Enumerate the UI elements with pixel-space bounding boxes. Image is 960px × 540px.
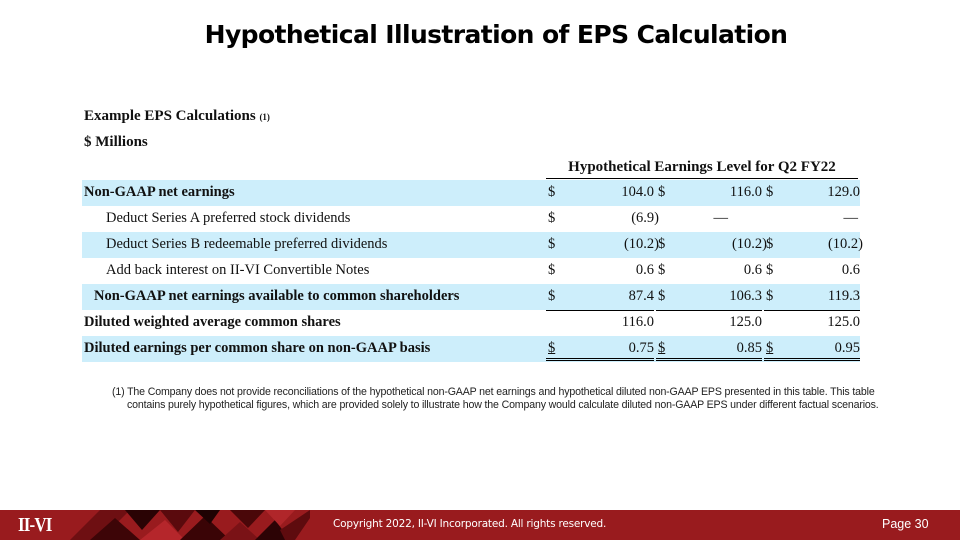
table-cell: $ (10.2): [656, 232, 767, 258]
dollar-sign: $: [548, 340, 556, 356]
table-row: Diluted weighted average common shares 1…: [82, 310, 860, 336]
footnote-ref: (1): [259, 112, 270, 122]
table-cell: 116.0: [546, 310, 654, 336]
dollar-sign: $: [766, 184, 774, 200]
cell-value: 106.3: [729, 288, 762, 304]
table-heading-text: Example EPS Calculations: [84, 108, 256, 124]
dollar-sign: $: [766, 288, 774, 304]
table-cell: —: [764, 206, 860, 232]
footer-bar: II-VI Copyright 2022, II-VI Incorporated…: [0, 510, 960, 540]
cell-value: —: [713, 210, 729, 226]
table-row: Diluted earnings per common share on non…: [82, 336, 860, 362]
table-cell: 125.0: [656, 310, 762, 336]
dollar-sign: $: [766, 262, 774, 278]
table-row: Add back interest on II-VI Convertible N…: [82, 258, 860, 285]
table-cell: $0.95: [764, 336, 860, 361]
units-label: $ Millions: [84, 134, 148, 150]
dollar-sign: $: [658, 288, 666, 304]
cell-value: 0.85: [736, 340, 762, 356]
table-cell: $0.75: [546, 336, 654, 361]
cell-value: 125.0: [827, 314, 860, 330]
geometric-pattern-decoration: [70, 510, 310, 540]
cell-value: 119.3: [827, 288, 860, 304]
table-cell: 125.0: [764, 310, 860, 336]
cell-value: 125.0: [729, 314, 762, 330]
row-label: Non-GAAP net earnings available to commo…: [94, 288, 460, 304]
table-cell: $0.6: [764, 258, 860, 285]
cell-value: (10.2): [731, 236, 767, 252]
cell-value: 129.0: [827, 184, 860, 200]
table-cell: $ (10.2): [546, 232, 659, 258]
table-cell: $87.4: [546, 284, 654, 311]
dollar-sign: $: [548, 262, 556, 278]
row-label: Deduct Series B redeemable preferred div…: [106, 236, 388, 252]
table-cell: $104.0: [546, 180, 654, 206]
table-cell: $106.3: [656, 284, 762, 311]
dollar-sign: $: [548, 236, 556, 252]
footnote: (1) The Company does not provide reconci…: [112, 386, 879, 411]
cell-value: 104.0: [621, 184, 654, 200]
row-label: Non-GAAP net earnings: [84, 184, 235, 200]
table-cell: $116.0: [656, 180, 762, 206]
table-cell: $0.6: [546, 258, 654, 285]
cell-value: (10.2): [827, 236, 863, 252]
table-cell: $119.3: [764, 284, 860, 311]
copyright-text: Copyright 2022, II-VI Incorporated. All …: [333, 518, 607, 530]
row-label: Diluted weighted average common shares: [84, 314, 341, 330]
dollar-sign: $: [766, 340, 774, 356]
dollar-sign: $: [658, 340, 666, 356]
row-label: Diluted earnings per common share on non…: [84, 340, 431, 356]
column-group-header: Hypothetical Earnings Level for Q2 FY22: [546, 159, 858, 179]
dollar-sign: $: [548, 288, 556, 304]
row-label: Deduct Series A preferred stock dividend…: [106, 210, 351, 226]
cell-value: (10.2): [623, 236, 659, 252]
cell-value: 87.4: [628, 288, 654, 304]
table-row: Deduct Series A preferred stock dividend…: [82, 206, 860, 232]
slide-title: Hypothetical Illustration of EPS Calcula…: [204, 20, 788, 49]
dollar-sign: $: [548, 210, 556, 226]
cell-value: 0.75: [628, 340, 654, 356]
table-cell: $ (6.9): [546, 206, 659, 232]
eps-table: Non-GAAP net earnings $104.0 $116.0 $129…: [82, 180, 863, 362]
dollar-sign: $: [658, 184, 666, 200]
table-row: Non-GAAP net earnings $104.0 $116.0 $129…: [82, 180, 860, 206]
row-label: Add back interest on II-VI Convertible N…: [106, 262, 370, 278]
cell-value: 0.6: [743, 262, 762, 278]
dollar-sign: $: [766, 236, 774, 252]
table-heading: Example EPS Calculations (1): [84, 108, 270, 125]
cell-value: 0.6: [635, 262, 654, 278]
table-cell: $129.0: [764, 180, 860, 206]
table-cell: $ (10.2): [764, 232, 863, 258]
dollar-sign: $: [658, 236, 666, 252]
cell-value: 0.6: [841, 262, 860, 278]
cell-value: 116.0: [621, 314, 654, 330]
cell-value: 116.0: [729, 184, 762, 200]
table-row: Deduct Series B redeemable preferred div…: [82, 232, 863, 258]
dollar-sign: $: [548, 184, 556, 200]
table-cell: —: [656, 206, 762, 232]
table-cell: $0.85: [656, 336, 762, 361]
table-cell: $0.6: [656, 258, 762, 285]
dollar-sign: $: [658, 262, 666, 278]
page-number: Page 30: [882, 517, 929, 531]
cell-value: (6.9): [631, 210, 659, 226]
table-row: Non-GAAP net earnings available to commo…: [82, 284, 860, 311]
company-logo: II-VI: [18, 514, 52, 536]
cell-value: —: [843, 210, 859, 226]
cell-value: 0.95: [834, 340, 860, 356]
